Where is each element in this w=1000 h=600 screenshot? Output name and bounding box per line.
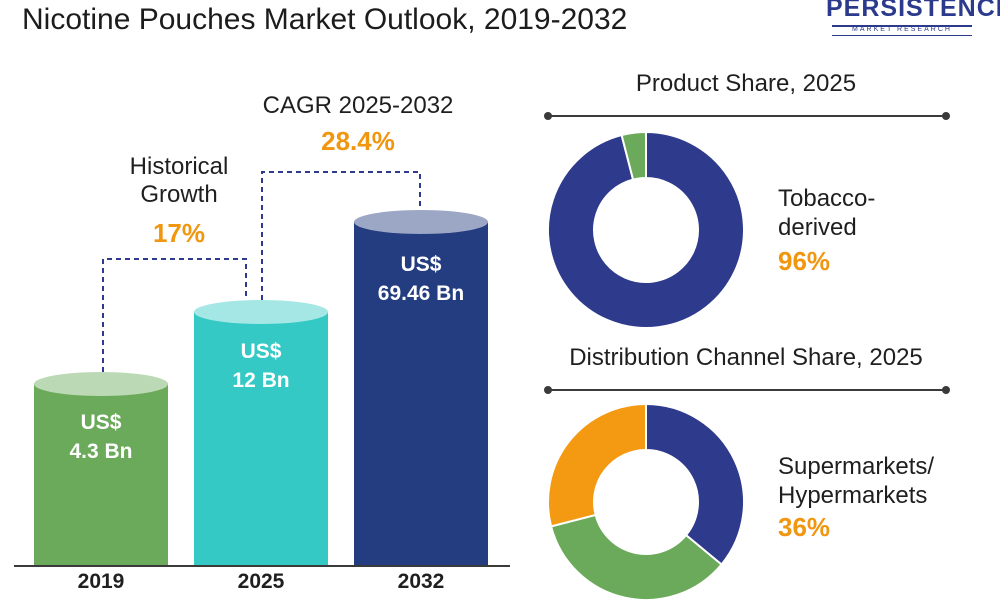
bar-value-label-2019: US$ 4.3 Bn	[34, 408, 168, 466]
product-share-donut	[547, 130, 745, 329]
section-divider-dot-right-2	[942, 386, 950, 394]
historical-growth-label: Historical Growth	[96, 153, 262, 209]
bar-2019-amount: 4.3 Bn	[69, 440, 133, 463]
product-share-slice-1	[620, 130, 647, 181]
product-share-highlight-value: 96%	[778, 246, 831, 276]
distribution-share-slice-2	[547, 402, 647, 528]
bar-2025-currency: US$	[240, 340, 282, 363]
historical-label-line2: Growth	[140, 181, 218, 208]
historical-label-line1: Historical	[129, 153, 229, 180]
distribution-share-title: Distribution Channel Share, 2025	[569, 344, 923, 371]
x-tick-2019: 2019	[77, 570, 125, 593]
bar-value-label-2025: US$ 12 Bn	[194, 337, 328, 395]
product-share-title: Product Share, 2025	[635, 70, 857, 97]
bar-2025	[194, 312, 328, 566]
persistence-logo: PERSISTENCE MARKET RESEARCH	[826, 0, 1000, 36]
bar-2025-amount: 12 Bn	[232, 369, 290, 392]
product-share-slice-0	[547, 130, 745, 329]
cagr-connector	[261, 171, 421, 300]
distribution-share-slice-1	[549, 513, 723, 600]
growth-connectors	[102, 171, 421, 372]
distribution-share-slice-0	[645, 402, 745, 566]
section-divider-dot-left-2	[544, 386, 552, 394]
bar-2032-amount: 69.46 Bn	[377, 282, 465, 305]
bar-cap-2025	[194, 300, 328, 324]
bar-2019-currency: US$	[80, 411, 122, 434]
distribution-label-line1: Supermarkets/	[778, 453, 935, 480]
bar-series	[34, 210, 488, 566]
distribution-label-line2: Hypermarkets	[778, 482, 928, 509]
distribution-highlight-label: Supermarkets/ Hypermarkets	[778, 452, 934, 510]
section-divider-dot-right	[942, 112, 950, 120]
logo-subtitle: MARKET RESEARCH	[852, 26, 952, 33]
cagr-label: CAGR 2025-2032	[262, 92, 454, 119]
section-divider-dot-left	[544, 112, 552, 120]
distribution-share-divider	[550, 389, 944, 391]
logo-divider	[832, 25, 972, 27]
page-title: Nicotine Pouches Market Outlook, 2019-20…	[22, 3, 628, 36]
product-share-highlight-label: Tobacco- derived	[778, 184, 875, 242]
cagr-value: 28.4%	[321, 126, 395, 156]
distribution-highlight-value: 36%	[778, 512, 831, 542]
logo-divider-bottom	[832, 35, 972, 36]
x-tick-2032: 2032	[397, 570, 445, 593]
historical-growth-connector	[102, 258, 247, 372]
logo-name: PERSISTENCE	[826, 0, 1000, 22]
x-tick-2025: 2025	[237, 570, 285, 593]
bar-2032	[354, 222, 488, 566]
bar-2019	[34, 384, 168, 566]
product-label-line2: derived	[778, 214, 857, 241]
product-share-divider	[550, 115, 944, 117]
bar-cap-2019	[34, 372, 168, 396]
bar-2032-currency: US$	[400, 253, 442, 276]
bar-cap-2032	[354, 210, 488, 234]
historical-growth-value: 17%	[152, 218, 206, 248]
distribution-share-donut	[547, 402, 745, 600]
bar-value-label-2032: US$ 69.46 Bn	[354, 250, 488, 308]
product-label-line1: Tobacco-	[778, 185, 876, 212]
